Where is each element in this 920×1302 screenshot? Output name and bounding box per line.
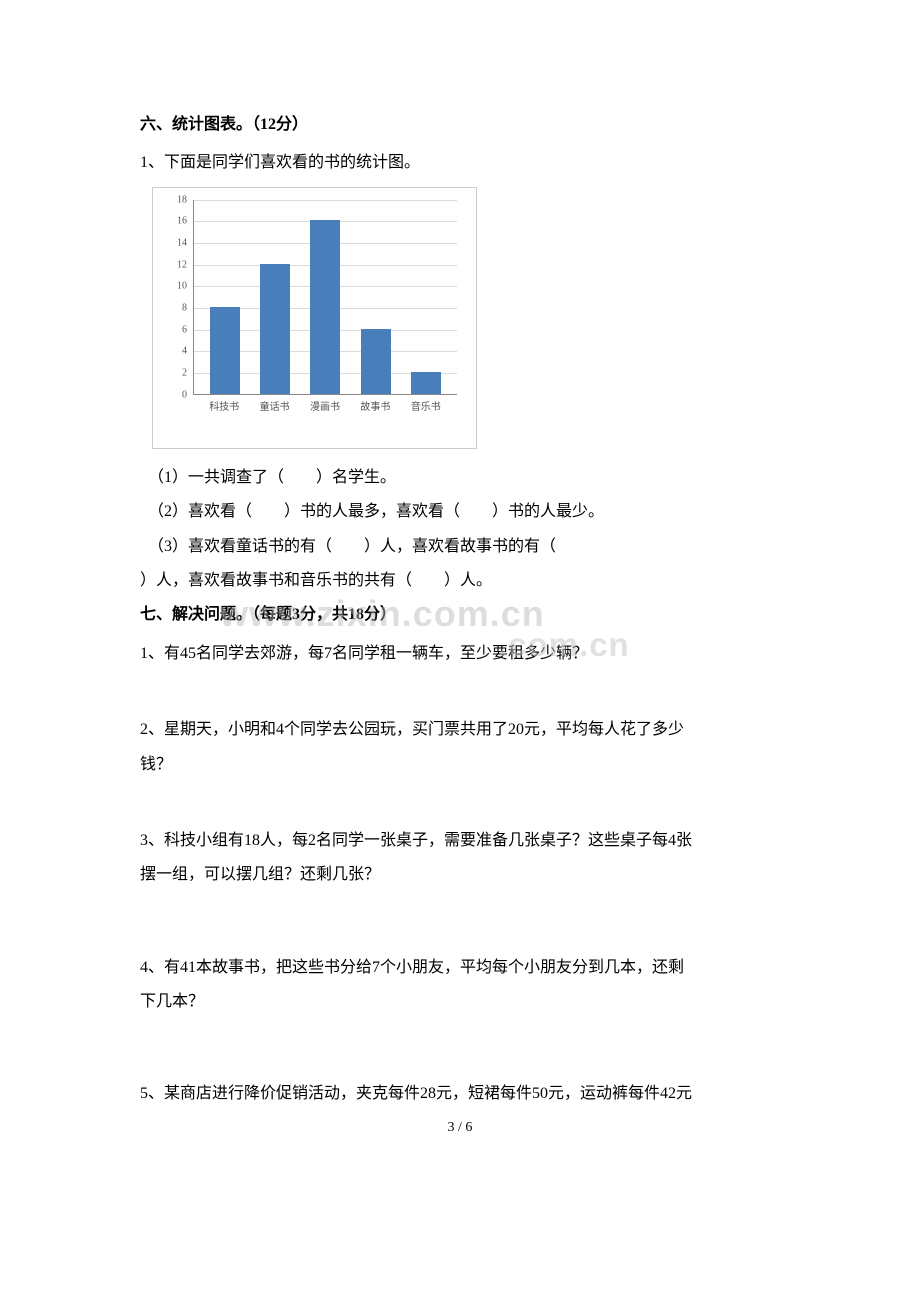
y-tick-label: 10 [177,277,187,296]
chart-bar [361,329,391,394]
section7-q2-line1: 2、星期天，小明和4个同学去公园玩，买门票共用了20元，平均每人花了多少 [140,715,780,745]
y-tick-label: 12 [177,255,187,274]
answer-space-2 [140,784,780,826]
section7-q3-line2: 摆一组，可以摆几组？还剩几张？ [140,860,780,890]
y-tick-label: 6 [182,320,187,339]
section7-q2-line2: 钱？ [140,750,780,780]
y-tick-label: 0 [182,385,187,404]
y-tick-label: 18 [177,190,187,209]
answer-space-4 [140,1021,780,1079]
section7-q4-line2: 下几本？ [140,987,780,1017]
page-footer: 3 / 6 [0,1115,920,1142]
section7-q1: 1、有45名同学去郊游，每7名同学租一辆车，至少要租多少辆？ [140,639,780,669]
x-tick-label: 漫画书 [310,398,340,417]
chart-bar [411,372,441,394]
section7-q4-line1: 4、有41本故事书，把这些书分给7个小朋友，平均每个小朋友分到几本，还剩 [140,953,780,983]
section7-q5: 5、某商店进行降价促销活动，夹克每件28元，短裙每件50元，运动裤每件42元 [140,1079,780,1109]
chart-inner: 024681012141618 科技书童话书漫画书故事书音乐书 [169,200,459,415]
x-tick-label: 科技书 [209,398,239,417]
y-tick-label: 8 [182,299,187,318]
bar-chart: 0 2 4 6 8 10 12 14 16 18 科技书 童话书 漫画书 故事书 音乐书 [152,187,477,449]
section6-intro: 1、下面是同学们喜欢看的书的统计图。 [140,148,780,178]
chart-bar [260,264,290,394]
y-tick-label: 2 [182,364,187,383]
section6-title: 六、统计图表。（12分） [140,110,780,140]
y-axis: 024681012141618 [169,200,191,395]
y-tick-label: 4 [182,342,187,361]
x-tick-label: 故事书 [360,398,390,417]
x-tick-label: 音乐书 [411,398,441,417]
chart-bar [310,220,340,393]
section7-title: 七、解决问题。（每题3分，共18分） [140,600,780,630]
answer-space-3 [140,895,780,953]
section6-q3-line2: ）人，喜欢看故事书和音乐书的共有（ ）人。 [140,566,780,596]
y-tick-label: 14 [177,234,187,253]
answer-space-1 [140,673,780,715]
chart-bar [210,307,240,394]
x-axis-labels: 科技书 童话书 漫画书 故事书 音乐书 [193,398,457,417]
section7-q3-line1: 3、科技小组有18人，每2名同学一张桌子，需要准备几张桌子？这些桌子每4张 [140,826,780,856]
section6-q3-line1: （3）喜欢看童话书的有（ ）人，喜欢看故事书的有（ [140,532,780,562]
bars-group [194,200,457,394]
y-tick-label: 16 [177,212,187,231]
x-tick-label: 童话书 [260,398,290,417]
section6-q2: （2）喜欢看（ ）书的人最多，喜欢看（ ）书的人最少。 [140,497,780,527]
plot-area [193,200,457,395]
section6-q1: （1）一共调查了（ ）名学生。 [140,463,780,493]
